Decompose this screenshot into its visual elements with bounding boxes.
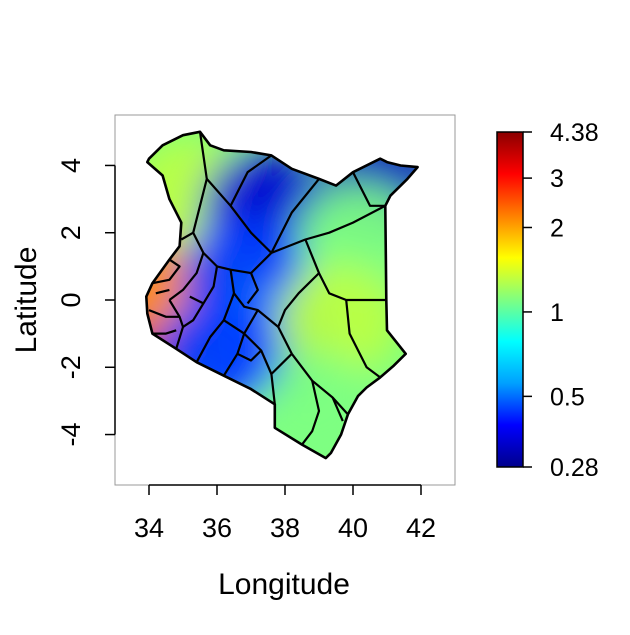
colorbar-tick-label: 0.5 bbox=[550, 383, 585, 411]
county-boundary-10 bbox=[301, 380, 321, 446]
x-tick-label: 36 bbox=[202, 513, 232, 543]
y-tick-label: -4 bbox=[56, 423, 86, 447]
county-boundary-21 bbox=[168, 299, 185, 350]
county-boundary-30 bbox=[331, 397, 344, 422]
heat-region-8 bbox=[277, 264, 402, 377]
county-boundary-19 bbox=[243, 309, 259, 335]
county-boundary-12 bbox=[192, 232, 273, 275]
county-boundary-17 bbox=[195, 292, 236, 363]
county-boundary-16 bbox=[229, 269, 279, 328]
county-boundary-6 bbox=[352, 171, 386, 207]
county-boundary-2 bbox=[229, 154, 273, 207]
county-boundary-26 bbox=[189, 295, 204, 305]
county-boundary-0 bbox=[192, 131, 208, 233]
x-tick-label: 34 bbox=[134, 513, 164, 543]
colorbar-tick-label: 2 bbox=[550, 214, 564, 242]
county-boundary-23 bbox=[155, 288, 170, 295]
y-axis: 4 2 0 -2 -4 bbox=[56, 158, 116, 447]
heat-region-10 bbox=[155, 297, 279, 410]
x-tick-label: 42 bbox=[406, 513, 436, 543]
county-boundary-25 bbox=[152, 329, 177, 335]
county-boundary-3 bbox=[270, 178, 320, 254]
y-tick-label: 2 bbox=[56, 225, 86, 240]
x-tick-label: 40 bbox=[338, 513, 368, 543]
colorbar-tick-label: 0.28 bbox=[550, 454, 599, 482]
y-tick-label: 4 bbox=[56, 158, 86, 173]
kenya-outline bbox=[145, 130, 419, 460]
x-axis-title: Longitude bbox=[218, 568, 350, 601]
colorbar-tick-label: 3 bbox=[550, 165, 564, 193]
county-boundary-4 bbox=[270, 204, 386, 254]
county-boundary-28 bbox=[236, 349, 262, 362]
county-boundary-18 bbox=[223, 319, 273, 375]
county-boundary-5 bbox=[304, 239, 387, 302]
colorbar-tick-label: 4.38 bbox=[550, 119, 599, 147]
county-boundary-8 bbox=[277, 272, 320, 328]
county-boundary-14 bbox=[168, 252, 205, 301]
y-tick-label: -2 bbox=[56, 355, 86, 379]
county-boundary-1 bbox=[205, 178, 273, 254]
colorbar-ramp bbox=[496, 131, 524, 468]
county-boundaries bbox=[148, 131, 402, 446]
x-axis: 34 36 38 40 42 bbox=[134, 484, 436, 543]
y-axis-title: Latitude bbox=[10, 247, 43, 354]
county-boundary-22 bbox=[152, 258, 181, 285]
colorbar: 4.38 3 2 1 0.5 0.28 bbox=[496, 119, 599, 482]
county-boundary-7 bbox=[345, 299, 381, 379]
county-boundary-24 bbox=[148, 309, 180, 318]
colorbar-tick-label: 1 bbox=[550, 299, 564, 327]
y-tick-label: 0 bbox=[56, 292, 86, 307]
county-boundary-13 bbox=[180, 231, 194, 241]
county-boundary-27 bbox=[246, 272, 259, 305]
x-tick-label: 38 bbox=[270, 513, 300, 543]
